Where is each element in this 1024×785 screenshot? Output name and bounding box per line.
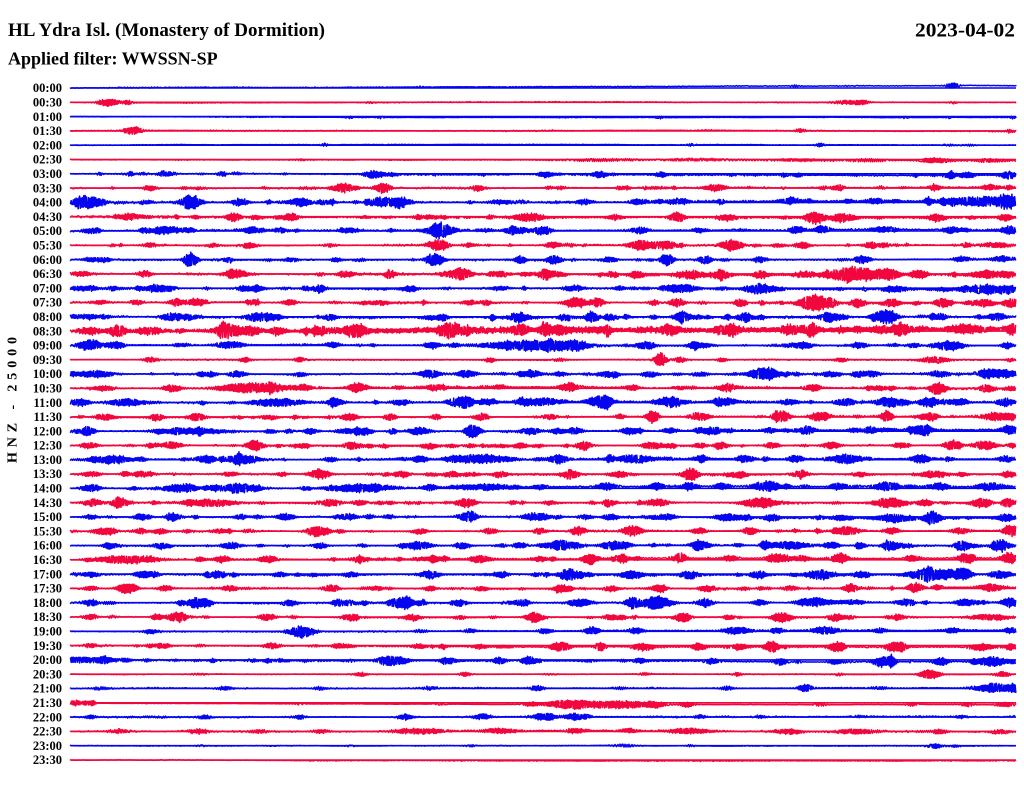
- svg-text:02:30: 02:30: [33, 153, 62, 167]
- svg-text:08:00: 08:00: [33, 310, 62, 324]
- svg-text:08:30: 08:30: [33, 324, 62, 338]
- svg-text:01:00: 01:00: [33, 110, 62, 124]
- svg-text:00:00: 00:00: [33, 81, 62, 95]
- svg-text:10:00: 10:00: [33, 367, 62, 381]
- svg-text:16:00: 16:00: [33, 539, 62, 553]
- svg-text:22:30: 22:30: [33, 725, 62, 739]
- svg-text:15:00: 15:00: [33, 510, 62, 524]
- svg-text:01:30: 01:30: [33, 124, 62, 138]
- svg-text:04:30: 04:30: [33, 210, 62, 224]
- svg-text:12:00: 12:00: [33, 424, 62, 438]
- svg-text:21:00: 21:00: [33, 682, 62, 696]
- svg-text:19:30: 19:30: [33, 639, 62, 653]
- svg-text:16:30: 16:30: [33, 553, 62, 567]
- svg-text:17:30: 17:30: [33, 582, 62, 596]
- svg-text:10:30: 10:30: [33, 382, 62, 396]
- svg-text:06:30: 06:30: [33, 267, 62, 281]
- svg-text:03:00: 03:00: [33, 167, 62, 181]
- svg-text:09:30: 09:30: [33, 353, 62, 367]
- svg-text:20:30: 20:30: [33, 667, 62, 681]
- svg-text:23:30: 23:30: [33, 753, 62, 767]
- svg-text:02:00: 02:00: [33, 138, 62, 152]
- svg-text:00:30: 00:30: [33, 96, 62, 110]
- svg-text:HL Ydra Isl. (Monastery of Dor: HL Ydra Isl. (Monastery of Dormition): [8, 20, 325, 41]
- svg-text:03:30: 03:30: [33, 181, 62, 195]
- svg-text:Applied filter: WWSSN-SP: Applied filter: WWSSN-SP: [8, 49, 218, 69]
- svg-text:05:30: 05:30: [33, 239, 62, 253]
- svg-text:12:30: 12:30: [33, 439, 62, 453]
- svg-text:11:00: 11:00: [34, 396, 62, 410]
- svg-text:06:00: 06:00: [33, 253, 62, 267]
- svg-text:14:00: 14:00: [33, 482, 62, 496]
- svg-text:HNZ - 25000: HNZ - 25000: [6, 337, 21, 463]
- svg-text:14:30: 14:30: [33, 496, 62, 510]
- svg-text:13:30: 13:30: [33, 467, 62, 481]
- svg-text:09:00: 09:00: [33, 339, 62, 353]
- svg-text:20:00: 20:00: [33, 653, 62, 667]
- svg-text:07:00: 07:00: [33, 281, 62, 295]
- svg-text:17:00: 17:00: [33, 567, 62, 581]
- svg-text:15:30: 15:30: [33, 524, 62, 538]
- svg-text:21:30: 21:30: [33, 696, 62, 710]
- svg-text:07:30: 07:30: [33, 296, 62, 310]
- svg-text:04:00: 04:00: [33, 196, 62, 210]
- svg-text:19:00: 19:00: [33, 625, 62, 639]
- svg-text:23:00: 23:00: [33, 739, 62, 753]
- svg-text:22:00: 22:00: [33, 710, 62, 724]
- svg-text:18:00: 18:00: [33, 596, 62, 610]
- svg-text:05:00: 05:00: [33, 224, 62, 238]
- svg-text:11:30: 11:30: [34, 410, 62, 424]
- svg-text:2023-04-02: 2023-04-02: [915, 20, 1015, 42]
- svg-text:13:00: 13:00: [33, 453, 62, 467]
- svg-text:18:30: 18:30: [33, 610, 62, 624]
